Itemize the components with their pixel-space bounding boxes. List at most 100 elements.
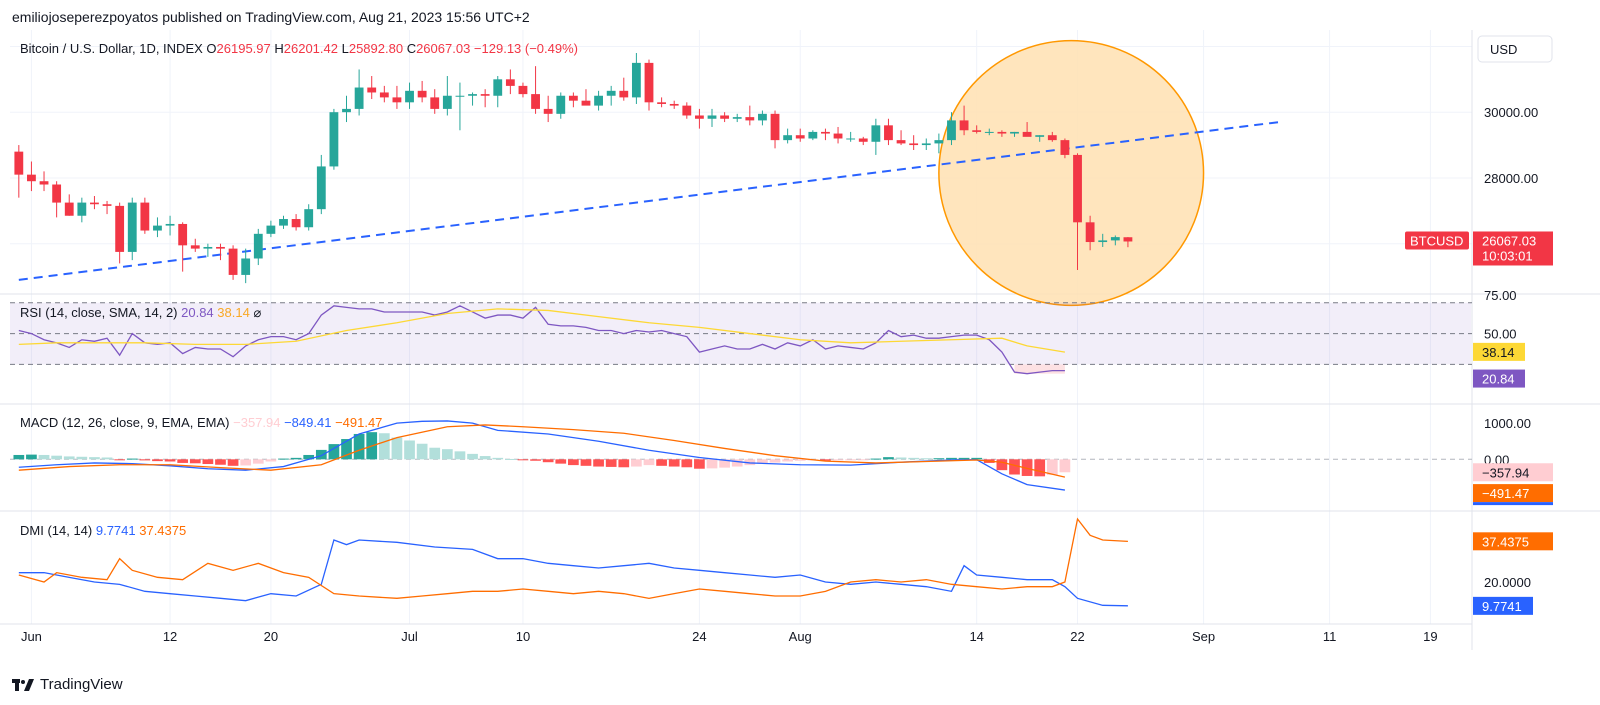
macd-legend-part: MACD (12, 26, close, 9, EMA, EMA) — [20, 415, 233, 430]
macd-histogram-bar — [290, 457, 302, 460]
time-axis-tick: 10 — [516, 629, 530, 644]
candle-body — [468, 94, 477, 96]
rsi-line — [18, 305, 1065, 375]
macd-histogram-bar — [694, 459, 705, 469]
macd-histogram-bar — [555, 459, 567, 464]
macd-histogram-bar — [189, 459, 201, 464]
candle-body — [682, 105, 692, 116]
macd-histogram-bar — [958, 457, 970, 460]
macd-histogram-bar — [1046, 459, 1058, 475]
macd-histogram-bar — [51, 455, 62, 460]
macd-histogram-bar — [870, 458, 882, 460]
candle-body — [77, 202, 87, 216]
price-legend-part: 26201.42 — [284, 41, 342, 56]
rsi-sma-badge — [1473, 342, 1525, 361]
dmi-plus-line — [18, 539, 1128, 607]
macd-histogram-bar — [719, 459, 730, 468]
macd-histogram-bar — [769, 459, 781, 463]
candle-body — [846, 138, 856, 140]
candle-body — [909, 143, 919, 146]
macd-histogram-bar — [416, 443, 428, 460]
macd-histogram-bar — [920, 458, 932, 460]
currency-button-label: USD — [1490, 42, 1517, 57]
candle-body — [833, 133, 843, 139]
dmi-axis-tick: 20.0000 — [1484, 575, 1531, 590]
time-axis-tick: Aug — [789, 629, 812, 644]
macd-histogram-bar — [227, 459, 239, 466]
macd-histogram-bar — [479, 456, 491, 460]
macd-histogram-bar — [391, 437, 403, 460]
candle-body — [972, 130, 982, 132]
price-legend-part: −129.13 (−0.49%) — [474, 41, 578, 56]
candle-body — [1047, 135, 1057, 141]
candle-body — [52, 184, 62, 203]
macd-signal-line — [18, 424, 1066, 478]
macd-histogram-bar — [845, 459, 857, 461]
candle-body — [858, 138, 868, 142]
macd-histogram-bar — [605, 459, 617, 467]
rsi-legend-part: RSI (14, close, SMA, 14, 2) — [20, 305, 181, 320]
time-axis-tick: Sep — [1192, 629, 1215, 644]
candles — [14, 53, 1133, 284]
macd-histogram-bar — [908, 457, 920, 460]
rsi-oversold-fill — [1014, 364, 1065, 374]
macd-histogram-bar — [152, 459, 163, 462]
candle-body — [1022, 131, 1032, 137]
candle-body — [39, 181, 49, 185]
tradingview-logo[interactable]: TradingView — [12, 676, 123, 693]
candle-body — [619, 90, 629, 98]
macd-histogram-bar — [215, 459, 226, 465]
macd-histogram-bar — [89, 457, 100, 460]
candle-body — [657, 102, 667, 104]
candle-body — [140, 202, 150, 231]
candle-body — [14, 151, 24, 175]
macd-histogram-bar — [240, 459, 252, 466]
rsi-badge-label: 20.84 — [1482, 372, 1515, 387]
candle-body — [480, 94, 490, 96]
macd-histogram-bar — [681, 459, 693, 468]
candle-body — [934, 140, 944, 144]
candle-body — [1110, 237, 1120, 241]
candle-body — [367, 87, 377, 93]
time-axis-tick: 24 — [692, 629, 706, 644]
candle-body — [165, 223, 175, 226]
macd-histogram-bar — [542, 459, 554, 463]
candle-body — [720, 115, 730, 119]
candle-body — [342, 108, 351, 113]
candle-body — [871, 125, 881, 142]
candle-body — [581, 100, 591, 106]
dmi-legend-part: 9.7741 — [96, 523, 139, 538]
candle-body — [808, 131, 818, 139]
macd-histogram-bar — [794, 459, 806, 461]
candle-body — [531, 94, 540, 109]
candle-body — [959, 120, 969, 131]
price-axis-tick: 28000.00 — [1484, 171, 1538, 186]
macd-histogram-bar — [857, 459, 869, 461]
macd-histogram-bar — [164, 459, 176, 462]
candle-body — [115, 205, 125, 252]
macd-histogram-bar — [580, 459, 592, 466]
macd-histogram-bar — [731, 459, 743, 467]
candle-body — [594, 95, 603, 106]
candle-body — [1085, 222, 1095, 243]
macd-histogram-bar — [1034, 459, 1046, 477]
macd-histogram-bar — [656, 459, 667, 466]
candle-body — [644, 62, 654, 103]
time-axis-tick: 12 — [163, 629, 177, 644]
tradingview-logo-text: TradingView — [40, 676, 123, 693]
macd-histogram-bar — [782, 459, 793, 462]
candle-body — [329, 112, 339, 167]
macd-histogram-bar — [252, 459, 264, 464]
macd-histogram-bar — [278, 458, 289, 460]
time-axis-tick: Jun — [21, 629, 42, 644]
candle-body — [669, 103, 679, 106]
price-legend-part: H — [274, 41, 283, 56]
candle-body — [707, 115, 717, 119]
candle-body — [102, 204, 112, 206]
macd-histogram-bar — [1009, 459, 1020, 475]
time-axis-tick: 22 — [1070, 629, 1084, 644]
macd-histogram-bar — [76, 456, 88, 460]
candle-body — [430, 97, 440, 109]
rsi-legend-part: 38.14 — [217, 305, 253, 320]
